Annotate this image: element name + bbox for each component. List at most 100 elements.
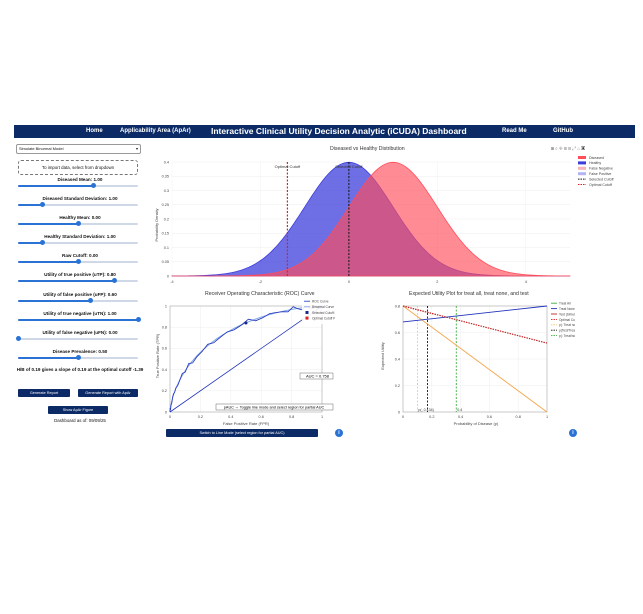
dist-legend-label: Selected Cutoff — [589, 177, 614, 181]
roc-xtick-label: 0.6 — [259, 415, 264, 419]
slider-knob[interactable] — [87, 298, 93, 303]
utility-xtick-label: 0.8 — [516, 415, 521, 419]
threshold-label-1: p(, 0.134) — [418, 408, 433, 412]
dist-ytick-label: 0.2 — [164, 217, 169, 221]
nav-readme[interactable]: Read Me — [502, 128, 527, 134]
nav-home[interactable]: Home — [86, 128, 103, 134]
show-apar-figure-button[interactable]: Show ApAr Figure — [48, 406, 108, 414]
treat-all-line — [402, 305, 548, 413]
reset-icon[interactable]: ⌂ — [577, 146, 582, 152]
roc-chart-title: Receiver Operating Characteristic (ROC) … — [205, 291, 315, 297]
utility-ytick-label: 0 — [398, 410, 400, 414]
dist-legend-label: Diseased — [589, 156, 604, 160]
sidebar-controls: Simulate Binormal Model ▾ To import data… — [14, 142, 146, 432]
slider-knob[interactable] — [75, 221, 81, 226]
slider-knob[interactable] — [39, 202, 45, 207]
slider-label-healthy-mean: Healthy Mean: 0.00 — [59, 215, 101, 220]
utility-frame — [402, 305, 548, 413]
slider-knob[interactable] — [91, 183, 97, 188]
roc-info-icon[interactable]: i — [335, 429, 343, 437]
test-simulated-line — [402, 305, 548, 344]
dist-xtick-label: -4 — [170, 280, 173, 284]
slider-knob[interactable] — [75, 355, 81, 360]
utility-legend-label: p(Test/Treat all threshold) — [559, 329, 575, 333]
slider-ufn[interactable] — [15, 336, 138, 341]
auc-box — [299, 372, 334, 380]
dist-legend-label: False Positive — [589, 172, 611, 176]
plotly-logo-icon[interactable]: ▣ — [581, 146, 587, 152]
roc-ytick-label: 1 — [165, 304, 167, 308]
roc-legend-label: Selected Cutoff Point — [312, 311, 335, 315]
slider-label-healthy-sd: Healthy Standard Deviation: 1.00 — [44, 234, 116, 239]
roc-xtick-label: 1 — [321, 415, 323, 419]
zoom-in-icon[interactable]: ⊞ — [563, 146, 568, 152]
slider-label-utp: Utility of true positive (uTP): 0.80 — [44, 272, 116, 277]
dist-xtick-label: 4 — [525, 280, 527, 284]
autoscale-icon[interactable]: ⤢ — [572, 146, 578, 152]
nav-github[interactable]: GitHub — [553, 128, 573, 134]
chevron-down-icon: ▾ — [135, 146, 138, 151]
utility-info-icon[interactable]: i — [569, 429, 577, 437]
slider-knob[interactable] — [75, 259, 81, 264]
slider-diseased-mean[interactable] — [18, 183, 138, 188]
utility-ytick-label: 0.2 — [395, 384, 400, 388]
model-select[interactable]: Simulate Binormal Model ▾ — [16, 144, 141, 154]
slider-utp[interactable] — [18, 278, 138, 283]
slider-knob[interactable] — [15, 336, 21, 341]
roc-frame — [169, 305, 323, 413]
diseased-distribution-area — [172, 161, 571, 277]
slider-knob[interactable] — [135, 317, 141, 322]
utility-xtick-label: 0.4 — [458, 415, 463, 419]
dist-xtick-label: 0 — [348, 280, 350, 284]
slider-knob[interactable] — [111, 278, 117, 283]
roc-xtick-label: 0.2 — [198, 415, 203, 419]
threshold-label-3: 0.4 — [457, 408, 462, 412]
utility-legend-label: p(: Treat/no threshold) — [559, 334, 575, 338]
plot-toolbar: ◙⌕✥⊞⊟⤢⌂▣ — [551, 146, 586, 152]
camera-icon[interactable]: ◙ — [551, 146, 556, 152]
utility-legend-label: Test (Simulated) — [559, 312, 575, 316]
utility-ytick-label: 0.4 — [395, 357, 400, 361]
utility-xlabel: Probability of Disease (p) — [454, 421, 499, 426]
slider-ufp[interactable] — [18, 298, 138, 303]
dist-ytick-label: 0.1 — [164, 246, 169, 250]
dist-ytick-label: 0 — [167, 274, 169, 278]
selected-cutoff-point — [244, 321, 248, 325]
slider-healthy-sd[interactable] — [18, 240, 138, 245]
generate-report-apar-button[interactable]: Generate Report with ApAr — [78, 389, 138, 397]
import-dropzone[interactable]: To import data, select from dropdown — [18, 160, 138, 175]
dist-ytick-label: 0.35 — [162, 175, 169, 179]
slider-label-ufn: Utility of false negative (uFN): 0.00 — [42, 330, 118, 335]
slider-knob[interactable] — [39, 240, 45, 245]
dist-ytick-label: 0.15 — [162, 232, 169, 236]
slider-raw-cutoff[interactable] — [18, 259, 138, 264]
nav-apar[interactable]: Applicability Area (ApAr) — [120, 128, 191, 134]
generate-report-button[interactable]: Generate Report — [18, 389, 70, 397]
dist-legend-swatch — [578, 161, 586, 165]
utility-legend-label: p(: Treat none/Test threshold) — [559, 323, 575, 327]
roc-legend-swatch — [305, 316, 309, 320]
utility-chart-title: Expected Utility Plot for treat all, tre… — [409, 291, 529, 297]
model-select-value: Simulate Binormal Model — [19, 146, 64, 151]
slider-prevalence[interactable] — [18, 355, 138, 360]
slider-utn[interactable] — [18, 317, 141, 322]
slider-label-diseased-sd: Diseased Standard Deviation: 1.00 — [42, 196, 118, 201]
utility-xtick-label: 0.6 — [487, 415, 492, 419]
slider-label-diseased-mean: Diseased Mean: 1.00 — [57, 177, 103, 182]
dist-legend-swatch — [578, 166, 586, 170]
selected-cutoff-annotation: Selected Cutoff — [335, 164, 363, 169]
switch-line-mode-button[interactable]: Switch to Line Mode (select region for p… — [166, 429, 318, 437]
slider-diseased-sd[interactable] — [18, 202, 138, 207]
slope-summary: H/B of 0.19 gives a slope of 0.19 at the… — [16, 367, 144, 372]
distribution-chart: Probability Density Optimal Cutoff Selec… — [154, 156, 614, 284]
dist-ylabel: Probability Density — [154, 208, 159, 241]
auc-label: AUC = 0.758 — [306, 374, 330, 379]
zoom-out-icon[interactable]: ⊟ — [567, 146, 573, 152]
roc-xlabel: False Positive Rate (FPR) — [223, 421, 270, 426]
slider-healthy-mean[interactable] — [18, 221, 138, 226]
zoom-icon[interactable]: ⌕ — [555, 146, 559, 152]
pan-icon[interactable]: ✥ — [558, 146, 564, 152]
